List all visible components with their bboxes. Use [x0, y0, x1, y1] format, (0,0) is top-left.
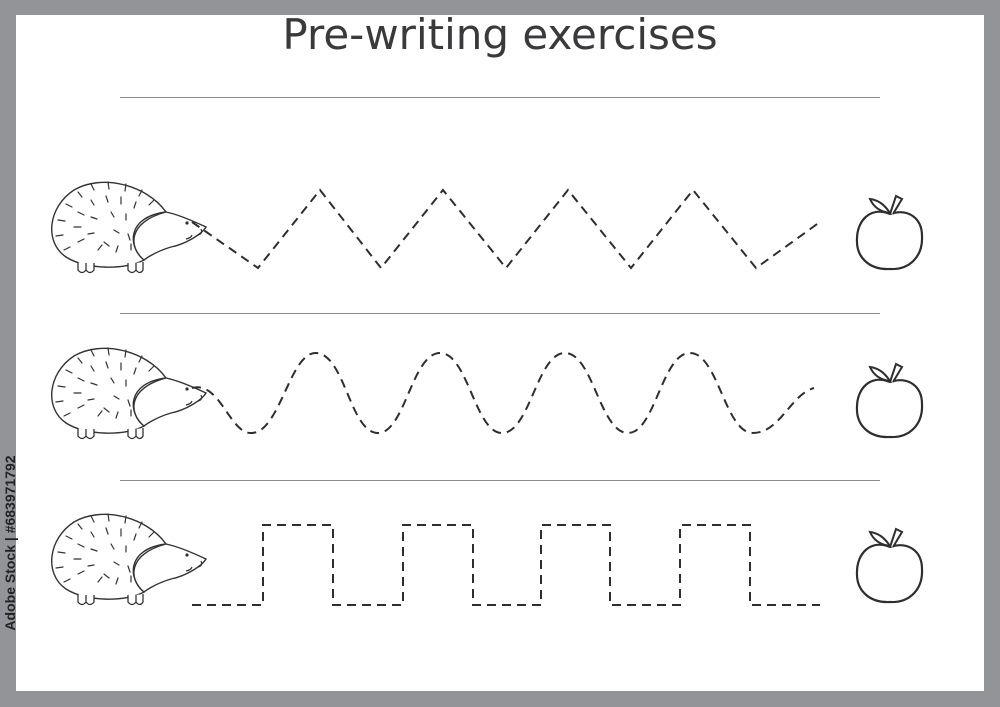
apple-icon [855, 527, 924, 604]
apple-icon [855, 194, 924, 271]
worksheet-page [16, 15, 984, 691]
zigzag-tracing-path[interactable] [191, 188, 821, 270]
hedgehog-icon [51, 181, 207, 274]
wave-tracing-path[interactable] [191, 351, 815, 435]
hedgehog-icon [51, 513, 207, 606]
hedgehog-icon [51, 347, 207, 440]
square-wave-tracing-path[interactable] [192, 524, 820, 606]
divider-lines [120, 97, 880, 481]
apple-icon [855, 362, 924, 439]
page-title: Pre-writing exercises [282, 10, 718, 59]
